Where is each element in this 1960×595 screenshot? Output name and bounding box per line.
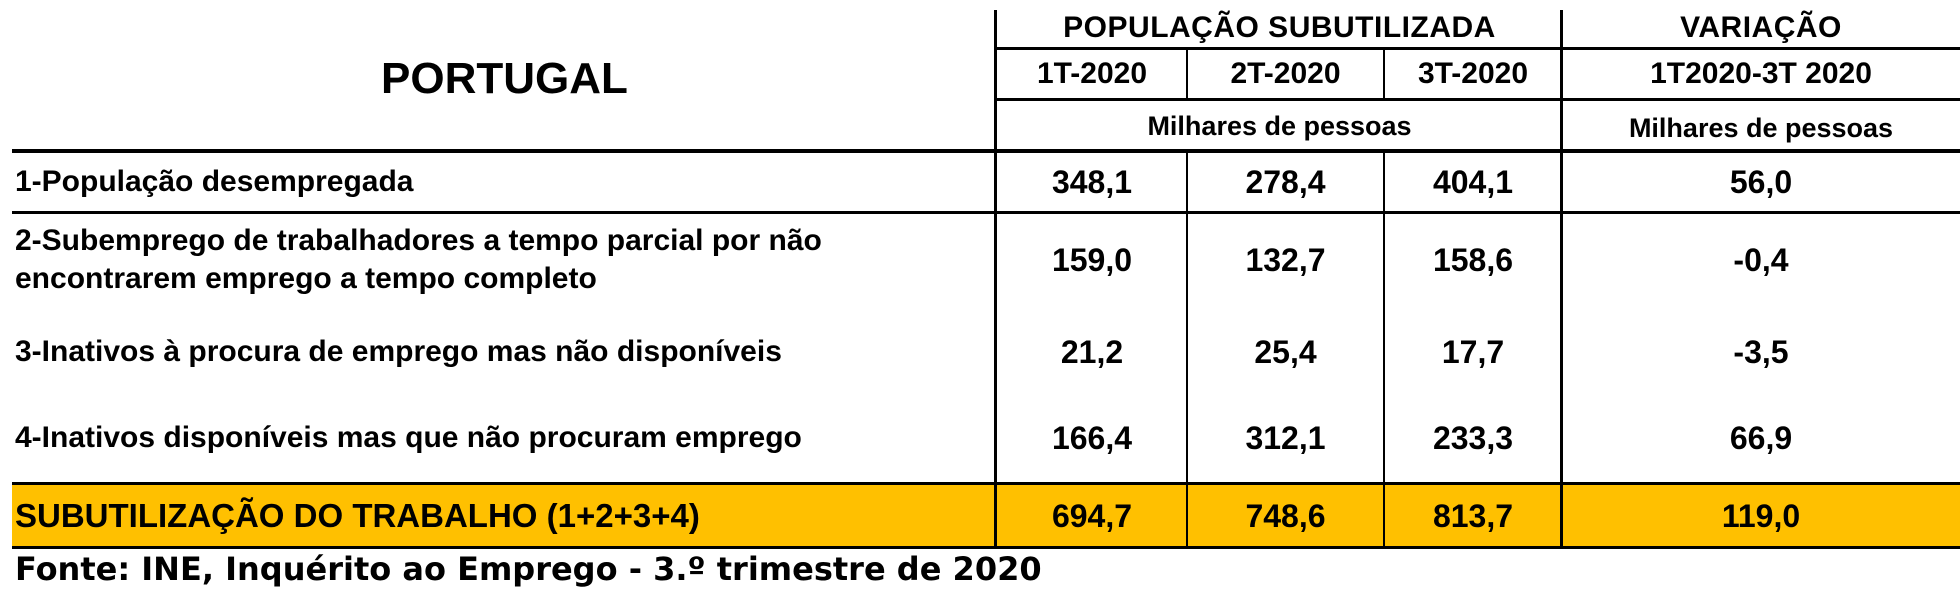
total-row-background (12, 484, 1960, 547)
row3-value-1t: 21,2 (1060, 333, 1124, 370)
grid-line-v-label (994, 10, 997, 547)
grid-line-v-variation (1560, 10, 1563, 547)
grid-line-v-2t (1383, 50, 1385, 99)
row4-value-3t: 233,3 (1432, 419, 1514, 456)
row3-variation: -3,5 (1733, 333, 1789, 370)
grid-line-h-group (997, 47, 1960, 50)
group-header-main: POPULAÇÃO SUBUTILIZADA (1063, 11, 1496, 44)
grid-line-h-total-bottom (12, 546, 1960, 549)
row3-value-2t: 25,4 (1254, 333, 1317, 370)
row1-value-2t: 278,4 (1245, 163, 1326, 200)
row-label-1: 1-População desempregada (15, 165, 414, 198)
row2-value-3t: 158,6 (1432, 241, 1514, 278)
row4-value-1t: 166,4 (1051, 419, 1133, 456)
total-value-3t: 813,7 (1432, 497, 1514, 534)
row1-variation: 56,0 (1729, 163, 1793, 200)
period-header-3: 3T-2020 (1417, 57, 1529, 90)
grid-line-h-period (997, 98, 1960, 101)
grid-line-v-2t-body (1383, 152, 1385, 547)
source-note: Fonte: INE, Inquérito ao Emprego - 3.º t… (15, 550, 1042, 588)
total-variation: 119,0 (1721, 497, 1801, 534)
row2-variation: -0,4 (1733, 241, 1789, 278)
row-label-2: 2-Subemprego de trabalhadores a tempo pa… (15, 224, 822, 295)
total-value-2t: 748,6 (1245, 497, 1326, 534)
unit-variation: Milhares de pessoas (1628, 112, 1894, 143)
row4-variation: 66,9 (1729, 419, 1793, 456)
row-label-3: 3-Inativos à procura de emprego mas não … (15, 335, 782, 368)
row2-value-2t: 132,7 (1245, 241, 1326, 278)
total-row-label: SUBUTILIZAÇÃO DO TRABALHO (1+2+3+4) (15, 497, 700, 534)
group-header-variation: VARIAÇÃO (1680, 11, 1842, 44)
row1-value-1t: 348,1 (1051, 163, 1133, 200)
table-title: PORTUGAL (381, 54, 628, 103)
row3-value-3t: 17,7 (1441, 333, 1505, 370)
row-label-4: 4-Inativos disponíveis mas que não procu… (15, 421, 802, 454)
unit-main: Milhares de pessoas (1147, 110, 1412, 141)
row4-value-2t: 312,1 (1245, 419, 1326, 456)
grid-line-h-header (12, 149, 1960, 153)
grid-line-h-row1 (12, 211, 1960, 214)
period-header-2: 2T-2020 (1230, 57, 1341, 90)
grid-line-h-total-top (12, 482, 1960, 485)
period-header-1: 1T-2020 (1036, 57, 1148, 90)
grid-line-v-1t (1186, 50, 1188, 99)
row2-value-1t: 159,0 (1051, 241, 1133, 278)
row1-value-3t: 404,1 (1432, 163, 1514, 200)
total-value-1t: 694,7 (1051, 497, 1133, 534)
grid-line-v-1t-body (1186, 152, 1188, 547)
variation-period-header: 1T2020-3T 2020 (1650, 57, 1872, 90)
